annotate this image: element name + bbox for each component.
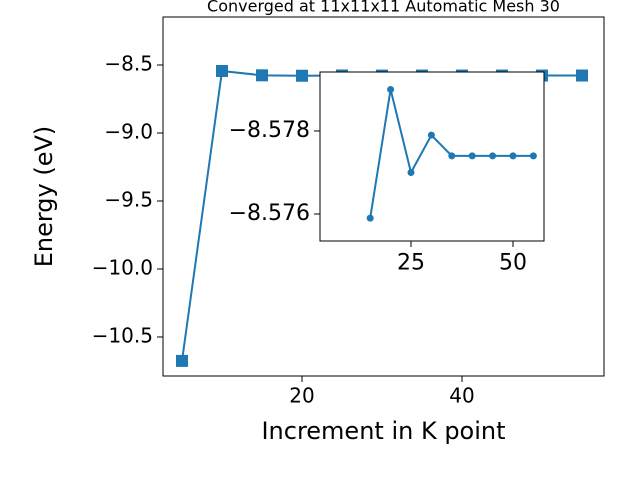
y-tick-label: −9.5 — [104, 187, 153, 211]
y-tick-label: −9.0 — [104, 119, 153, 143]
x-axis-label: Increment in K point — [261, 417, 505, 445]
point — [576, 69, 588, 82]
y-axis-label: Energy (eV) — [30, 126, 58, 268]
point — [387, 85, 395, 93]
y-tick-label: −10.5 — [92, 323, 153, 347]
point — [256, 69, 268, 82]
point — [468, 152, 476, 160]
point — [176, 354, 188, 367]
y-tick-label: −8.5 — [104, 52, 153, 76]
x-tick-label: 20 — [289, 384, 314, 408]
point — [489, 152, 497, 160]
point — [448, 152, 456, 160]
point — [509, 152, 517, 160]
point — [407, 168, 415, 176]
chart-title: Converged at 11x11x11 Automatic Mesh 30 — [207, 0, 560, 16]
point — [366, 214, 374, 222]
point — [216, 64, 228, 77]
point — [529, 152, 537, 160]
y-tick-label: −10.0 — [92, 255, 153, 279]
y-tick-label: −8.576 — [229, 201, 310, 226]
y-tick-label: −8.578 — [229, 118, 310, 143]
point — [427, 131, 435, 139]
x-tick-label: 25 — [397, 251, 425, 276]
x-tick-label: 50 — [499, 251, 527, 276]
point — [296, 69, 308, 82]
x-tick-label: 40 — [449, 384, 474, 408]
